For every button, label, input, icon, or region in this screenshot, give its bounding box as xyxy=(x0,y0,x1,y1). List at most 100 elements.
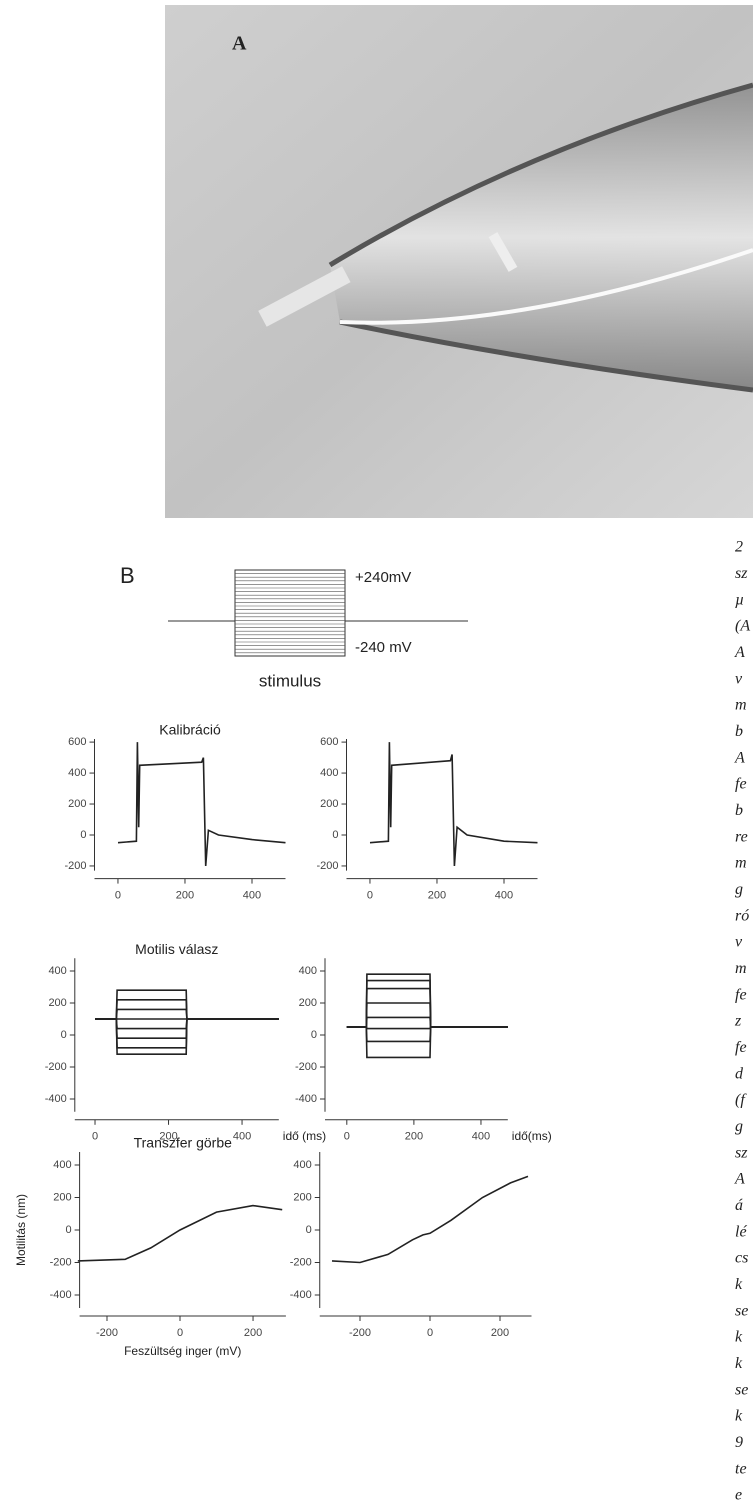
trace xyxy=(369,742,538,867)
trace xyxy=(77,1204,283,1262)
y-tick-label: 0 xyxy=(61,1029,67,1041)
caption-fragment: se xyxy=(735,1302,748,1319)
caption-fragment: v xyxy=(735,670,743,687)
y-tick-label: 400 xyxy=(48,965,66,977)
x-tick-label: 400 xyxy=(472,1131,490,1143)
caption-fragment: e xyxy=(735,1487,742,1504)
x-axis-label: idő (ms) xyxy=(283,1129,326,1143)
panel-label: A xyxy=(232,33,247,55)
trace xyxy=(346,1016,508,1028)
photo xyxy=(165,5,753,518)
caption-fragment: 9 xyxy=(735,1434,743,1451)
caption-fragment: á xyxy=(735,1197,743,1214)
caption-fragment: b xyxy=(735,723,743,740)
caption-fragment: g xyxy=(735,881,743,898)
y-tick-label: 0 xyxy=(311,1029,317,1041)
x-tick-label: -200 xyxy=(96,1327,118,1339)
y-tick-label: 0 xyxy=(65,1224,71,1236)
caption-fragment: b xyxy=(735,802,743,819)
caption-fragment: d xyxy=(735,1065,744,1082)
x-tick-label: 200 xyxy=(244,1327,262,1339)
trace xyxy=(346,1026,508,1059)
x-tick-label: 0 xyxy=(92,1131,98,1143)
trace xyxy=(95,1008,279,1020)
y-tick-label: -400 xyxy=(290,1289,312,1301)
x-tick-label: 400 xyxy=(233,1131,251,1143)
y-tick-label: 400 xyxy=(68,767,86,779)
trace xyxy=(346,973,508,1028)
y-tick-label: -400 xyxy=(45,1093,67,1105)
y-tick-label: -400 xyxy=(50,1289,72,1301)
y-tick-label: 0 xyxy=(306,1224,312,1236)
caption-fragment: v xyxy=(735,934,743,951)
x-axis-label: idő(ms) xyxy=(512,1129,552,1143)
y-tick-label: -200 xyxy=(290,1256,312,1268)
caption-fragment: te xyxy=(735,1460,747,1477)
y-tick-label: 200 xyxy=(320,798,338,810)
caption-fragment: k xyxy=(735,1276,743,1293)
caption-fragment: A xyxy=(734,644,745,661)
x-tick-label: 0 xyxy=(177,1327,183,1339)
trace xyxy=(117,742,286,867)
caption-fragment: µ xyxy=(735,591,744,608)
caption-fragment: re xyxy=(735,828,748,845)
x-tick-label: 0 xyxy=(115,890,121,902)
caption-fragment: lé xyxy=(735,1223,747,1240)
chart-title: Kalibráció xyxy=(159,722,221,738)
y-tick-label: 0 xyxy=(332,829,338,841)
x-tick-label: 0 xyxy=(427,1327,433,1339)
caption-fragment: fe xyxy=(735,986,747,1003)
y-tick-label: 400 xyxy=(299,965,317,977)
caption-fragment: z xyxy=(734,1013,742,1030)
x-tick-label: 200 xyxy=(428,890,446,902)
y-tick-label: -200 xyxy=(50,1256,72,1268)
caption-fragment: sz xyxy=(735,565,748,582)
x-tick-label: 200 xyxy=(491,1327,509,1339)
x-tick-label: 200 xyxy=(405,1131,423,1143)
caption-fragment: k xyxy=(735,1355,743,1372)
x-tick-label: 200 xyxy=(176,890,194,902)
panel-label: B xyxy=(120,563,135,588)
y-tick-label: 200 xyxy=(293,1191,311,1203)
x-tick-label: 400 xyxy=(243,890,261,902)
x-tick-label: 400 xyxy=(495,890,513,902)
caption-fragment: se xyxy=(735,1381,748,1398)
caption-fragment: m xyxy=(735,960,747,977)
caption-fragment: sz xyxy=(735,1144,748,1161)
trace xyxy=(331,1175,529,1264)
caption-fragment: g xyxy=(735,1118,743,1135)
trace xyxy=(346,987,508,1028)
caption-fragment: A xyxy=(734,749,745,766)
stimulus-bottom-label: -240 mV xyxy=(355,639,412,656)
x-tick-label: 0 xyxy=(344,1131,350,1143)
chart-title: Transzfer görbe xyxy=(134,1135,233,1151)
x-tick-label: 200 xyxy=(159,1131,177,1143)
y-axis-label: Motilitás (nm) xyxy=(14,1194,28,1266)
caption-fragment: m xyxy=(735,697,747,714)
y-tick-label: -200 xyxy=(64,860,86,872)
y-tick-label: 200 xyxy=(299,997,317,1009)
y-tick-label: 600 xyxy=(320,736,338,748)
stimulus-caption: stimulus xyxy=(259,671,321,690)
trace xyxy=(346,1002,508,1028)
chart-title: Motilis válasz xyxy=(135,941,218,957)
x-tick-label: 0 xyxy=(367,890,373,902)
y-tick-label: -200 xyxy=(295,1061,317,1073)
x-axis-label: Feszültség inger (mV) xyxy=(124,1344,241,1358)
stimulus-diagram xyxy=(168,569,468,657)
caption-fragment: fe xyxy=(735,1039,747,1056)
y-tick-label: 400 xyxy=(320,767,338,779)
y-tick-label: 0 xyxy=(80,829,86,841)
y-tick-label: 200 xyxy=(48,997,66,1009)
y-tick-label: 600 xyxy=(68,736,86,748)
y-tick-label: -200 xyxy=(45,1061,67,1073)
trace xyxy=(95,1018,279,1055)
y-tick-label: 400 xyxy=(53,1159,71,1171)
caption-fragment: fe xyxy=(735,776,747,793)
caption-fragment: ró xyxy=(735,907,749,924)
y-tick-label: 400 xyxy=(293,1159,311,1171)
y-tick-label: -400 xyxy=(295,1093,317,1105)
caption-fragment: (f xyxy=(735,1092,747,1109)
caption-fragment: cs xyxy=(735,1250,748,1267)
stimulus-top-label: +240mV xyxy=(355,569,411,586)
